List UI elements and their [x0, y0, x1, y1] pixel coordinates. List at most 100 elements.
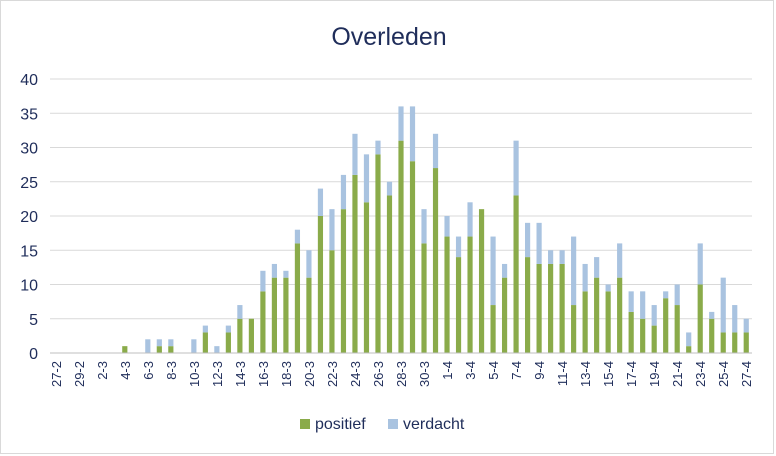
y-tick-label: 10	[20, 278, 38, 295]
bar-verdacht	[640, 291, 646, 319]
bar-verdacht	[421, 209, 427, 244]
x-tick-label: 5-4	[486, 361, 501, 380]
x-tick-label: 7-4	[509, 361, 524, 380]
bar-verdacht	[317, 188, 324, 216]
bar-positief	[513, 195, 519, 353]
x-tick-label: 1-4	[440, 361, 455, 380]
x-tick-label: 24-3	[348, 361, 363, 387]
x-tick-label: 27-2	[49, 361, 64, 387]
bar-verdacht	[375, 140, 381, 155]
bar-verdacht	[490, 236, 496, 306]
x-tick-label: 17-4	[624, 361, 639, 387]
legend-label: verdacht	[403, 416, 465, 433]
bar-positief	[571, 305, 577, 353]
bar-positief	[594, 277, 600, 353]
bar-positief	[260, 291, 266, 353]
bar-positief	[582, 291, 588, 353]
x-tick-label: 18-3	[279, 361, 294, 387]
x-tick-label: 27-4	[739, 361, 754, 387]
bar-positief	[306, 277, 312, 353]
bar-positief	[743, 332, 749, 353]
bar-verdacht	[732, 305, 738, 333]
bar-positief	[409, 161, 416, 353]
x-tick-label: 8-3	[164, 361, 179, 380]
x-tick-label: 29-2	[72, 361, 87, 387]
bar-positief	[340, 209, 347, 353]
y-tick-label: 15	[20, 243, 38, 260]
legend: positief verdacht	[300, 416, 465, 433]
bar-positief	[709, 318, 715, 353]
x-tick-label: 10-3	[187, 361, 202, 387]
bar-verdacht	[386, 181, 393, 196]
bar-positief	[559, 263, 565, 353]
x-tick-label: 2-3	[95, 361, 110, 380]
bar-positief	[605, 291, 611, 353]
bar-positief	[651, 325, 657, 353]
bar-positief	[501, 277, 508, 353]
bar-positief	[363, 202, 370, 353]
bar-positief	[697, 284, 703, 353]
bar-verdacht	[271, 263, 277, 278]
legend-swatch	[300, 419, 310, 429]
bar-positief	[317, 216, 324, 353]
bar-verdacht	[398, 106, 404, 141]
y-tick-label: 5	[29, 312, 38, 329]
bar-positief	[686, 346, 692, 353]
legend-swatch	[388, 419, 398, 429]
x-tick-label: 28-3	[394, 361, 409, 387]
bar-verdacht	[191, 339, 197, 353]
bar-positief	[490, 305, 496, 353]
bar-verdacht	[156, 339, 162, 347]
x-tick-label: 4-3	[118, 361, 133, 380]
x-tick-label: 15-4	[601, 361, 616, 387]
bar-verdacht	[225, 325, 231, 333]
bar-positief	[168, 346, 174, 353]
bar-verdacht	[260, 270, 266, 292]
bar-verdacht	[363, 154, 370, 203]
bar-verdacht	[605, 284, 611, 292]
bar-verdacht	[306, 250, 312, 278]
bar-positief	[467, 236, 473, 353]
bar-verdacht	[294, 229, 301, 244]
x-tick-label: 25-4	[716, 361, 731, 387]
x-tick-label: 26-3	[371, 361, 386, 387]
x-tick-label: 23-4	[693, 361, 708, 387]
y-tick-label: 25	[20, 175, 38, 192]
bar-verdacht	[686, 332, 692, 347]
y-tick-label: 30	[20, 141, 38, 158]
bar-verdacht	[617, 243, 623, 278]
x-tick-label: 12-3	[210, 361, 225, 387]
bar-verdacht	[571, 236, 577, 306]
bar-positief	[237, 318, 243, 353]
bar-positief	[432, 168, 439, 353]
bar-verdacht	[651, 305, 657, 326]
bar-positief	[640, 318, 646, 353]
bar-verdacht	[352, 133, 358, 175]
x-tick-label: 3-4	[463, 361, 478, 380]
legend-label: positief	[315, 416, 366, 433]
bar-positief	[156, 346, 162, 353]
bar-verdacht	[709, 311, 715, 319]
bar-positief	[720, 332, 726, 353]
bar-positief	[271, 277, 277, 353]
bar-positief	[386, 195, 393, 353]
y-tick-label: 20	[20, 209, 38, 226]
x-tick-label: 20-3	[302, 361, 317, 387]
bar-positief	[478, 209, 485, 353]
bar-verdacht	[501, 263, 508, 278]
x-tick-label: 14-3	[233, 361, 248, 387]
bar-positief	[732, 332, 738, 353]
bar-positief	[352, 174, 358, 353]
chart-title: Overleden	[331, 23, 446, 51]
x-tick-label: 22-3	[325, 361, 340, 387]
bar-positief	[525, 257, 531, 353]
x-tick-label: 21-4	[670, 361, 685, 387]
bar-positief	[202, 332, 208, 353]
bar-verdacht	[214, 346, 220, 353]
bar-positief	[548, 263, 554, 353]
bar-positief	[628, 311, 634, 353]
bar-verdacht	[283, 270, 289, 278]
bar-positief	[122, 346, 128, 353]
